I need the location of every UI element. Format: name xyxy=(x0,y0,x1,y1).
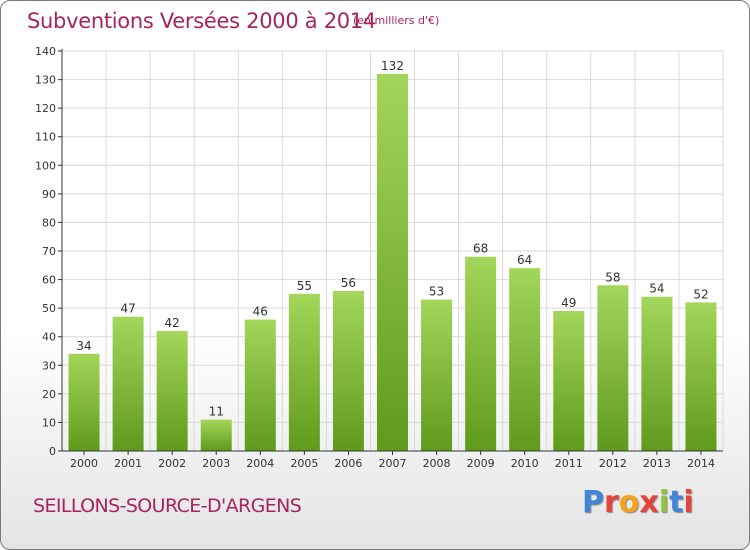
unit-note: (en milliers d'€) xyxy=(353,14,440,27)
data-label: 52 xyxy=(693,287,708,301)
y-tick-label: 140 xyxy=(35,45,56,58)
data-label: 42 xyxy=(165,316,180,330)
x-tick-label: 2008 xyxy=(423,457,451,470)
bar xyxy=(68,353,100,451)
x-tick-label: 2000 xyxy=(70,457,98,470)
data-label: 46 xyxy=(253,305,268,319)
logo-letter: P xyxy=(582,485,604,520)
x-tick-label: 2010 xyxy=(511,457,539,470)
data-label: 54 xyxy=(649,282,664,296)
data-label: 56 xyxy=(341,276,356,290)
proxiti-logo: Proxiti xyxy=(582,485,694,520)
axes: 0 10 20 30 40 50 60 70 80 90 100 110 120 130 140 2000 20… xyxy=(35,45,723,470)
logo-letter: o xyxy=(618,485,640,520)
bar xyxy=(597,285,629,451)
bars: 34 47 42 11 46 55 56 132 53 68 64 49 58 54 52 xyxy=(68,59,717,451)
data-label: 11 xyxy=(209,405,224,419)
y-tick-label: 120 xyxy=(35,102,56,115)
data-label: 68 xyxy=(473,242,488,256)
bar xyxy=(465,256,497,451)
bar xyxy=(288,293,320,451)
data-label: 34 xyxy=(76,339,91,353)
bar xyxy=(685,302,717,451)
data-label: 64 xyxy=(517,253,532,267)
x-tick-label: 2009 xyxy=(467,457,495,470)
y-tick-label: 60 xyxy=(42,274,56,287)
commune-name: SEILLONS-SOURCE-D'ARGENS xyxy=(33,495,302,517)
x-tick-label: 2012 xyxy=(599,457,627,470)
bar xyxy=(553,311,585,451)
y-tick-label: 40 xyxy=(42,331,56,344)
x-tick-label: 2005 xyxy=(290,457,318,470)
y-tick-label: 10 xyxy=(42,416,56,429)
y-tick-label: 70 xyxy=(42,245,56,258)
x-tick-label: 2003 xyxy=(202,457,230,470)
chart-title: Subventions Versées 2000 à 2014 xyxy=(27,9,376,33)
y-tick-label: 90 xyxy=(42,188,56,201)
data-label: 55 xyxy=(297,279,312,293)
x-tick-label: 2011 xyxy=(555,457,583,470)
data-label: 132 xyxy=(381,59,404,73)
y-tick-label: 20 xyxy=(42,388,56,401)
data-label: 49 xyxy=(561,296,576,310)
bar xyxy=(641,296,673,451)
data-label: 53 xyxy=(429,285,444,299)
x-tick-label: 2006 xyxy=(334,457,362,470)
logo-letter: i xyxy=(683,485,694,520)
bar xyxy=(332,291,364,451)
bar xyxy=(156,331,188,451)
bar xyxy=(421,299,453,451)
y-tick-label: 110 xyxy=(35,131,56,144)
bar xyxy=(244,319,276,451)
logo-letter: x xyxy=(639,485,659,520)
y-tick-label: 0 xyxy=(49,445,56,458)
y-tick-label: 30 xyxy=(42,359,56,372)
logo-letter: t xyxy=(669,485,684,520)
x-tick-label: 2004 xyxy=(246,457,274,470)
bar xyxy=(509,268,541,451)
data-label: 47 xyxy=(120,302,135,316)
logo-letter: r xyxy=(604,485,619,520)
bar xyxy=(112,316,144,451)
y-tick-label: 130 xyxy=(35,74,56,87)
y-tick-label: 100 xyxy=(35,159,56,172)
logo-letter: i xyxy=(658,485,670,520)
y-tick-label: 80 xyxy=(42,216,56,229)
bar xyxy=(200,419,232,451)
x-tick-label: 2014 xyxy=(687,457,715,470)
y-tick-label: 50 xyxy=(42,302,56,315)
x-tick-label: 2001 xyxy=(114,457,142,470)
data-label: 58 xyxy=(605,270,620,284)
x-tick-label: 2013 xyxy=(643,457,671,470)
bar xyxy=(377,73,408,451)
x-tick-label: 2007 xyxy=(379,457,407,470)
x-tick-label: 2002 xyxy=(158,457,186,470)
